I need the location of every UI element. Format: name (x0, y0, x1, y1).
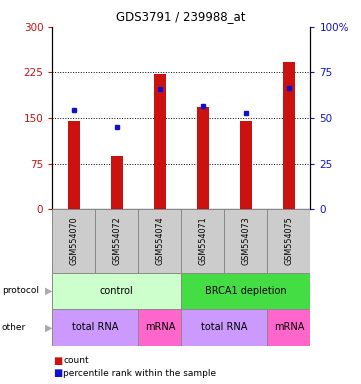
Text: GSM554074: GSM554074 (155, 217, 164, 265)
Text: mRNA: mRNA (274, 322, 304, 333)
Bar (182, 309, 268, 346)
Text: GSM554070: GSM554070 (69, 217, 78, 265)
Text: ▶: ▶ (45, 286, 53, 296)
Text: GSM554071: GSM554071 (199, 217, 208, 265)
Bar (52, 273, 182, 309)
Text: total RNA: total RNA (72, 322, 118, 333)
Text: GDS3791 / 239988_at: GDS3791 / 239988_at (116, 10, 245, 23)
Text: GSM554075: GSM554075 (284, 217, 293, 265)
Bar (68, 121, 80, 209)
Text: GSM554072: GSM554072 (112, 217, 121, 265)
Bar (154, 74, 166, 209)
Bar (268, 209, 310, 273)
Text: ■: ■ (53, 356, 63, 366)
Bar (225, 209, 268, 273)
Bar (52, 209, 95, 273)
Text: protocol: protocol (2, 286, 39, 295)
Bar (268, 309, 310, 346)
Text: control: control (100, 286, 134, 296)
Bar (182, 273, 310, 309)
Text: ▶: ▶ (45, 322, 53, 333)
Text: ■: ■ (53, 368, 63, 378)
Bar (240, 121, 252, 209)
Bar (182, 209, 225, 273)
Text: GSM554073: GSM554073 (242, 217, 251, 265)
Bar (95, 209, 138, 273)
Bar (52, 309, 138, 346)
Text: percentile rank within the sample: percentile rank within the sample (63, 369, 216, 378)
Text: mRNA: mRNA (145, 322, 175, 333)
Bar (138, 309, 181, 346)
Bar (283, 62, 295, 209)
Bar (138, 209, 181, 273)
Text: count: count (63, 356, 89, 366)
Bar (197, 107, 209, 209)
Bar (111, 156, 123, 209)
Text: other: other (2, 323, 26, 332)
Text: total RNA: total RNA (201, 322, 248, 333)
Text: BRCA1 depletion: BRCA1 depletion (205, 286, 287, 296)
